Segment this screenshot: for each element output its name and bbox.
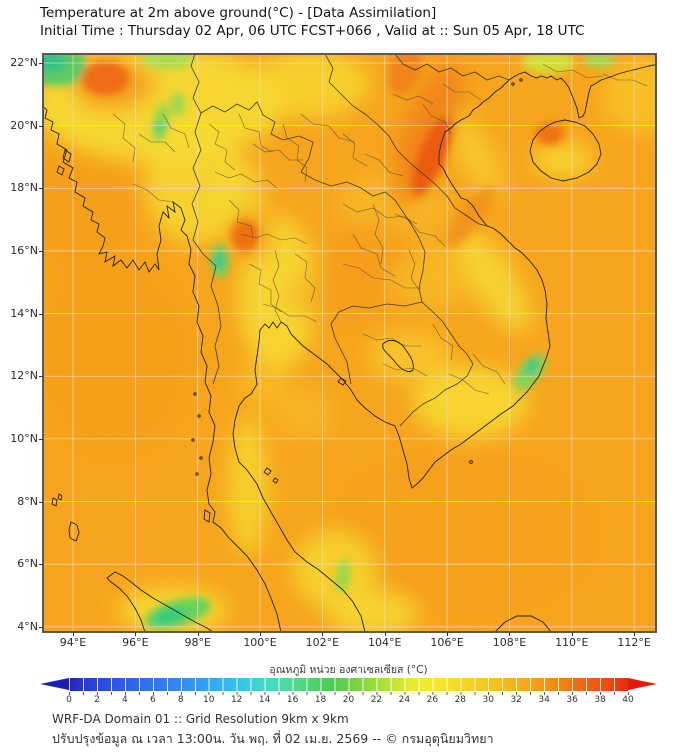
- lat-tick-mark: [39, 63, 43, 64]
- colorbar-tick-value: 10: [203, 695, 215, 705]
- lon-tick-mark: [571, 632, 573, 636]
- lon-tick-mark: [135, 632, 137, 636]
- lat-tick-mark: [39, 125, 43, 127]
- lat-tick-label: 8°N: [17, 494, 38, 508]
- colorbar-tick-value: 26: [426, 695, 439, 705]
- lat-tick-mark: [39, 564, 43, 566]
- plot-border: [43, 54, 656, 632]
- lon-tick-label: 96°E: [122, 636, 149, 649]
- colorbar-tick-value: 40: [622, 695, 634, 705]
- colorbar-tick-value: 8: [177, 695, 184, 705]
- lon-tick-label: 112°E: [617, 636, 651, 649]
- colorbar-left-arrow: [40, 678, 69, 690]
- lon-tick-mark: [197, 632, 199, 636]
- temperature-map-svg: [43, 54, 656, 632]
- colorbar-tick-marks: [69, 692, 629, 695]
- colorbar-tick-value: 30: [482, 695, 494, 705]
- lon-tick-mark: [384, 632, 386, 636]
- lon-tick-mark: [634, 632, 636, 636]
- lon-tick-label: 98°E: [184, 636, 211, 649]
- lat-tick-mark: [39, 188, 43, 190]
- colorbar-tick-value: 2: [94, 695, 100, 705]
- colorbar-tick-value: 22: [370, 695, 383, 705]
- lon-tick-label: 108°E: [492, 636, 527, 649]
- temperature-field-large-blobs: [43, 54, 656, 632]
- colorbar-tick-value: 38: [594, 695, 606, 705]
- lat-tick-mark: [39, 313, 43, 315]
- footer-domain-info: WRF-DA Domain 01 :: Grid Resolution 9km …: [52, 712, 349, 726]
- lon-tick-label: 104°E: [368, 636, 402, 649]
- lat-tick-label: 10°N: [10, 431, 38, 445]
- colorbar-tick-value: 0: [66, 695, 72, 705]
- lat-tick-mark: [39, 438, 43, 440]
- colorbar-tick-value: 4: [122, 695, 128, 705]
- colorbar-segment-separators: [69, 678, 628, 691]
- map-subtitle-init-time: Initial Time : Thursday 02 Apr, 06 UTC F…: [40, 23, 585, 39]
- colorbar-tick-value: 34: [538, 695, 550, 705]
- lon-tick-label: 94°E: [59, 636, 87, 649]
- lat-tick-label: 4°N: [17, 619, 38, 633]
- coastlines: [43, 64, 656, 632]
- lat-tick-label: 12°N: [10, 369, 38, 383]
- colorbar-tick-value: 36: [566, 695, 578, 705]
- lon-tick-label: 102°E: [305, 636, 340, 649]
- lon-tick-mark: [447, 632, 449, 636]
- colorbar-tick-value: 32: [510, 695, 522, 705]
- lon-tick-mark: [73, 632, 74, 636]
- lat-tick-mark: [39, 626, 43, 628]
- lon-tick-label: 106°E: [430, 636, 464, 649]
- lat-tick-mark: [39, 250, 43, 252]
- lat-tick-label: 6°N: [17, 557, 38, 571]
- lat-tick-mark: [39, 501, 43, 503]
- lon-tick-mark: [509, 632, 511, 636]
- colorbar-tick-value: 24: [398, 695, 411, 705]
- lat-tick-label: 20°N: [10, 118, 38, 132]
- lon-tick-mark: [322, 632, 324, 636]
- colorbar-tick-value: 12: [230, 695, 243, 705]
- colorbar-tick-value: 14: [258, 695, 271, 705]
- colorbar-tick-value: 20: [342, 695, 355, 705]
- lat-tick-label: 22°N: [10, 56, 38, 69]
- map-title: Temperature at 2m above ground(°C) - [Da…: [40, 5, 437, 21]
- colorbar-right-arrow: [628, 678, 657, 690]
- temperature-field-detail-blobs: [43, 54, 615, 629]
- map-plot-area: [42, 53, 657, 633]
- colorbar: [40, 678, 657, 691]
- lon-tick-mark: [260, 632, 262, 636]
- lat-tick-label: 14°N: [10, 306, 38, 320]
- colorbar-tick-value: 18: [314, 695, 327, 705]
- lat-tick-label: 18°N: [10, 181, 38, 195]
- colorbar-tick-value: 28: [454, 695, 467, 705]
- colorbar-tick-value: 6: [149, 695, 156, 705]
- province-borders: [112, 63, 648, 395]
- lon-tick-label: 100°E: [243, 636, 277, 649]
- lat-tick-mark: [39, 376, 43, 378]
- colorbar-tick-value: 16: [286, 695, 299, 705]
- lon-tick-label: 110°E: [555, 636, 589, 649]
- lat-tick-label: 16°N: [10, 243, 38, 257]
- footer-update-info: ปรับปรุงข้อมูล ณ เวลา 13:00น. วัน พฤ. ที…: [52, 731, 494, 746]
- colorbar-title: อุณหภูมิ หน่วย องศาเซลเซียส (°C): [269, 664, 428, 676]
- country-borders: [190, 54, 510, 427]
